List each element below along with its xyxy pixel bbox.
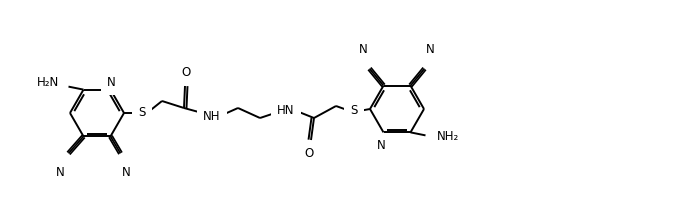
Text: S: S — [138, 107, 146, 120]
Text: NH₂: NH₂ — [437, 130, 459, 143]
Text: N: N — [107, 76, 116, 89]
Text: HN: HN — [277, 104, 295, 116]
Text: N: N — [56, 166, 65, 179]
Text: N: N — [122, 166, 131, 179]
Text: O: O — [305, 147, 313, 160]
Text: S: S — [350, 105, 358, 117]
Text: NH: NH — [204, 109, 221, 123]
Text: N: N — [426, 43, 435, 56]
Text: O: O — [181, 66, 191, 79]
Text: N: N — [377, 139, 386, 152]
Text: H₂N: H₂N — [37, 76, 59, 89]
Text: N: N — [359, 43, 368, 56]
